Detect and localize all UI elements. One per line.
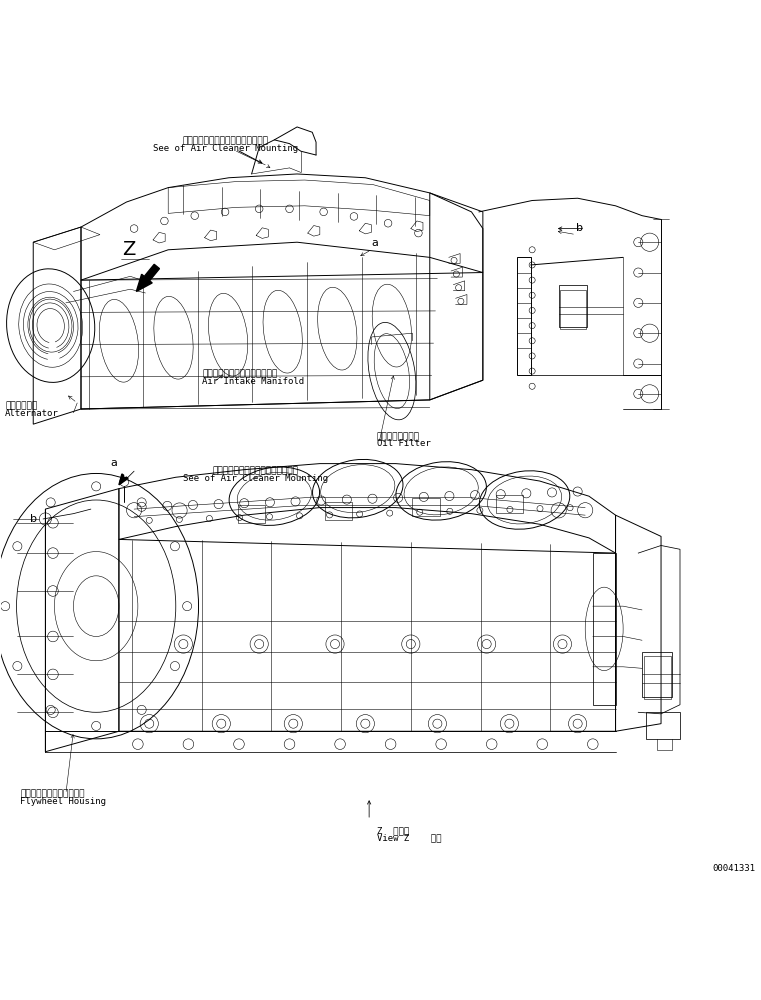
Text: Z: Z bbox=[122, 240, 135, 259]
Text: View Z    －・: View Z －・ bbox=[377, 834, 441, 843]
Text: See of Air Cleaner Mounting: See of Air Cleaner Mounting bbox=[183, 474, 328, 483]
Text: a: a bbox=[110, 458, 117, 468]
Text: Oil Filter: Oil Filter bbox=[377, 439, 431, 448]
Bar bbox=[325, 502, 352, 520]
FancyArrow shape bbox=[119, 474, 128, 485]
Bar bbox=[517, 257, 530, 375]
Bar bbox=[642, 652, 673, 697]
Bar bbox=[238, 505, 266, 523]
Text: フライホイールハウジング: フライホイールハウジング bbox=[21, 789, 84, 798]
Text: Air Intake Manifold: Air Intake Manifold bbox=[202, 377, 304, 386]
Bar bbox=[560, 290, 586, 329]
Text: a: a bbox=[372, 238, 379, 248]
Text: b: b bbox=[30, 514, 37, 524]
Text: オルタネータ: オルタネータ bbox=[5, 402, 37, 411]
Bar bbox=[644, 656, 671, 699]
Bar bbox=[495, 495, 523, 513]
Bar bbox=[412, 498, 440, 516]
Text: エアーインテークマニホールド: エアーインテークマニホールド bbox=[202, 370, 278, 379]
Bar bbox=[559, 285, 587, 327]
Text: エアークリーナマウンティング参照: エアークリーナマウンティング参照 bbox=[212, 466, 298, 475]
Text: b: b bbox=[575, 223, 583, 233]
Bar bbox=[593, 553, 616, 705]
Text: Flywheel Housing: Flywheel Housing bbox=[21, 797, 107, 806]
Text: Z  視－・: Z 視－・ bbox=[377, 826, 409, 835]
Text: エアークリーナマウンティング参照: エアークリーナマウンティング参照 bbox=[182, 136, 268, 145]
FancyArrow shape bbox=[136, 264, 160, 291]
Text: 00041331: 00041331 bbox=[713, 864, 756, 873]
Text: Alternator: Alternator bbox=[5, 409, 59, 418]
Bar bbox=[646, 712, 680, 739]
Text: オイルフィルター: オイルフィルター bbox=[377, 432, 420, 441]
Text: See of Air Cleaner Mounting: See of Air Cleaner Mounting bbox=[152, 144, 298, 153]
